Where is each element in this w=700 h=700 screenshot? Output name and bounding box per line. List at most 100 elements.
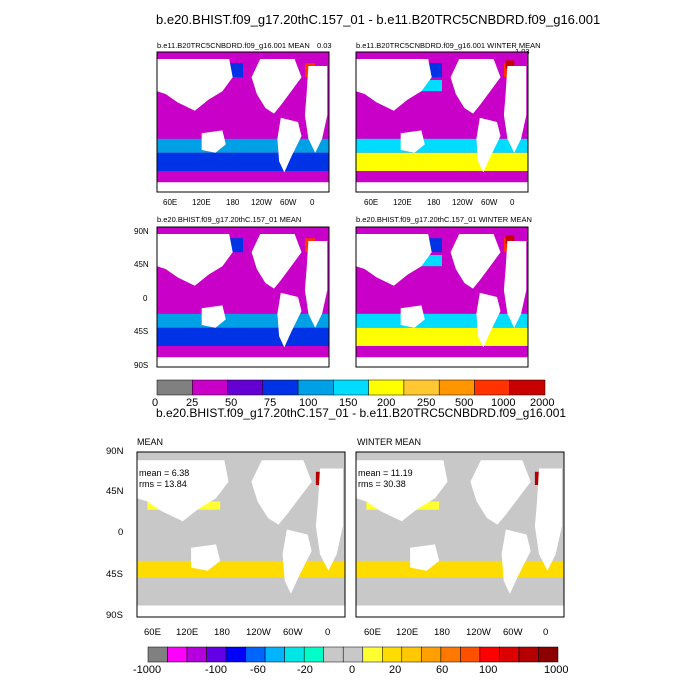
winter-hotspot [505, 60, 515, 69]
colorbar-bottom-swatch [538, 646, 559, 663]
southern-band-1 [157, 313, 329, 328]
colorbar-top-swatch [438, 379, 475, 396]
panel-frame [156, 51, 330, 193]
colorbar-bottom-swatch [147, 646, 168, 663]
p5-lat-tick: 0 [118, 527, 124, 538]
panel1-title: b.e11.B20TRC5CNBDRD.f09_g16.001 MEAN [157, 41, 310, 50]
colorbar-top-swatch [509, 379, 546, 396]
colorbar-bottom-swatch [421, 646, 442, 663]
cb-top-label: 0 [152, 397, 159, 409]
cb-top-label: 100 [299, 397, 318, 409]
southern-band-2 [157, 152, 329, 171]
land-south-america [282, 529, 312, 594]
land-south-america [501, 529, 531, 594]
panel5-title: MEAN [137, 437, 164, 447]
southern-band-2 [356, 152, 528, 171]
p3-lat-tick: 90N [134, 227, 149, 236]
southern-band-2 [157, 327, 329, 346]
cb-bottom-label: -100 [205, 664, 228, 676]
cb-top-label: 150 [339, 397, 358, 409]
colorbar-bottom-swatch [401, 646, 422, 663]
figure-title: b.e20.BHIST.f09_g17.20thC.157_01 - b.e11… [156, 12, 601, 27]
land-north-america [251, 460, 312, 525]
colorbar-bottom-swatch [264, 646, 285, 663]
panel5-rms: rms = 13.84 [139, 479, 187, 489]
colorbar-bottom-swatch [342, 646, 363, 663]
p6-lon-tick: 60W [503, 627, 523, 638]
cb-top-label: 200 [377, 397, 396, 409]
land-north-america [251, 59, 302, 114]
p3-lat-tick: 45N [134, 260, 149, 269]
p2-lon-tick: 120W [452, 198, 473, 207]
panel4-title: b.e20.BHIST.f09_g17.20thC.157_01 WINTER … [356, 215, 532, 224]
colorbar-bottom-swatch [518, 646, 539, 663]
difference-title: b.e20.BHIST.f09_g17.20thC.157_01 - b.e11… [156, 406, 567, 420]
panel2-title: b.e11.B20TRC5CNBDRD.f09_g16.001 WINTER M… [356, 41, 541, 50]
colorbar-top-swatch [333, 379, 369, 396]
land-asia [157, 234, 233, 286]
land-south-america [277, 292, 302, 348]
colorbar-bottom-swatch [245, 646, 266, 663]
cb-top-label: 75 [264, 397, 277, 409]
p1-lon-tick: 0 [310, 198, 315, 207]
colorbar-bottom-swatch [284, 646, 305, 663]
southern-band-1 [157, 138, 329, 153]
colorbar-bottom-swatch [362, 646, 383, 663]
p5-lat-tick: 90S [106, 610, 123, 621]
land-australia [191, 544, 221, 571]
land-asia [356, 234, 432, 286]
colorbar-bottom-swatch [225, 646, 246, 663]
land-asia [356, 59, 432, 111]
panel6-mean: mean = 11.19 [358, 468, 413, 478]
diff-southern-band [356, 560, 564, 578]
p6-lon-tick: 120E [396, 627, 419, 638]
p3-lat-tick: 45S [134, 327, 149, 336]
cb-bottom-label: 20 [389, 664, 402, 676]
colorbar-bottom-swatch [303, 646, 324, 663]
panel-frame [355, 51, 529, 193]
cb-bottom-label: -20 [297, 664, 313, 676]
cb-bottom-label: -1000 [133, 664, 162, 676]
land-south-america [277, 117, 302, 173]
panel6-rms: rms = 30.38 [358, 479, 406, 489]
p1-lon-tick: 60E [163, 198, 178, 207]
colorbar-bottom-swatch [186, 646, 207, 663]
colorbar-top-swatch [262, 379, 299, 396]
land-africa-europe [315, 468, 343, 571]
p2-lon-tick: 180 [427, 198, 441, 207]
panel-frame [136, 451, 346, 618]
diff-southern-band [137, 560, 345, 578]
land-africa-europe [304, 241, 328, 328]
cb-bottom-label: 100 [479, 664, 498, 676]
p5-lat-tick: 45S [106, 569, 123, 580]
colorbar-top-swatch [156, 379, 193, 396]
colorbar-top-swatch [192, 379, 228, 396]
p6-lon-tick: 120W [466, 627, 491, 638]
colorbar-top-swatch [403, 379, 440, 396]
land-australia [400, 130, 425, 153]
p5-lon-tick: 60W [283, 627, 303, 638]
winter-hotspot [505, 235, 515, 244]
p6-lon-tick: 60E [364, 627, 381, 638]
p2-lon-tick: 0 [510, 198, 515, 207]
panel1-corner-label: 0.03 [317, 41, 332, 50]
p1-lon-tick: 60W [280, 198, 297, 207]
p3-lat-tick: 90S [134, 361, 149, 370]
panel3-title: b.e20.BHIST.f09_g17.20thC.157_01 MEAN [157, 215, 302, 224]
cb-bottom-label: 0 [349, 664, 356, 676]
land-north-america [251, 234, 302, 289]
land-antarctica [157, 182, 329, 192]
land-australia [201, 130, 226, 153]
p2-lon-tick: 120E [393, 198, 412, 207]
p6-lon-tick: 0 [543, 627, 549, 638]
land-antarctica [157, 357, 329, 367]
land-africa-europe [503, 66, 527, 153]
colorbar-bottom-swatch [323, 646, 344, 663]
land-asia [137, 460, 229, 522]
panel-frame [355, 451, 565, 618]
panel-frame [355, 226, 529, 368]
p5-lon-tick: 120E [176, 627, 199, 638]
land-antarctica [356, 605, 564, 617]
land-antarctica [137, 605, 345, 617]
